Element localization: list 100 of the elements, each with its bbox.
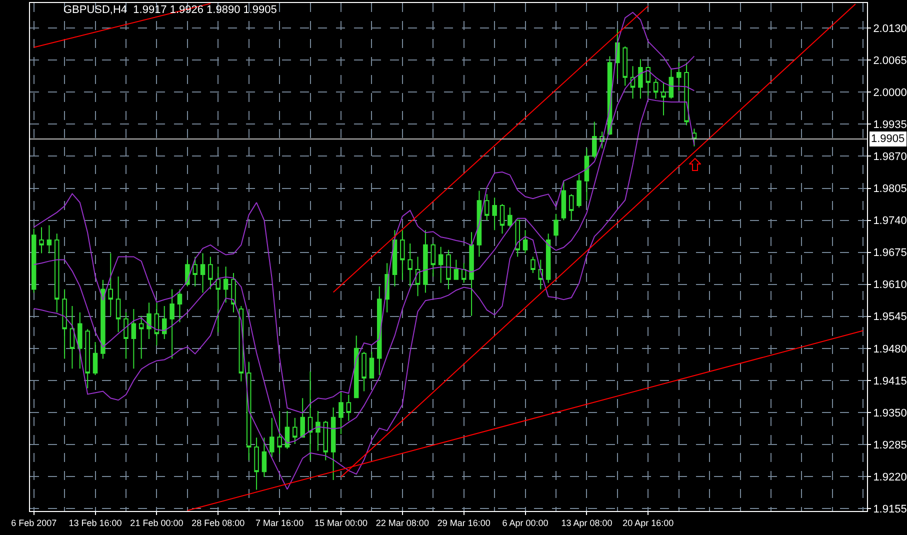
candlestick [146, 302, 152, 340]
candlestick [346, 394, 352, 422]
y-tick-label: 1.9545 [873, 311, 907, 324]
candlestick [576, 174, 582, 208]
candlestick [338, 390, 344, 435]
candlestick [131, 308, 136, 370]
candlestick [454, 259, 459, 280]
x-tick-label: 6 Apr 00:00 [502, 518, 548, 528]
candlestick [508, 206, 512, 228]
y-tick-label: 1.9870 [873, 151, 907, 164]
candlestick [476, 190, 482, 258]
candlestick [461, 262, 466, 284]
candlestick [292, 417, 298, 444]
y-tick-label: 1.9350 [873, 407, 907, 420]
candlestick [400, 230, 405, 280]
candlestick [630, 66, 636, 100]
x-tick-label: 21 Feb 00:00 [130, 518, 184, 528]
candlestick [568, 194, 574, 221]
candlestick [92, 342, 98, 376]
candlestick [162, 306, 167, 340]
x-tick-label: 22 Mar 08:00 [376, 518, 429, 528]
candlestick [423, 230, 428, 294]
y-tick-label: 1.9610 [873, 279, 907, 292]
candlestick [446, 249, 451, 290]
candlestick [515, 220, 520, 258]
x-tick-label: 28 Feb 08:00 [192, 518, 245, 528]
y-tick-label: 1.9805 [873, 183, 907, 196]
x-tick-label: 7 Mar 16:00 [256, 518, 304, 528]
candlestick [170, 288, 174, 360]
candlestick [200, 252, 206, 294]
line-series [33, 70, 695, 444]
candlestick [492, 197, 497, 231]
y-tick-label: 1.9155 [873, 503, 907, 516]
candlestick [369, 351, 374, 379]
candlestick [138, 315, 144, 360]
candlestick [530, 256, 536, 274]
y-tick-label: 2.0000 [873, 87, 907, 100]
candlestick [39, 226, 44, 254]
candlestick [231, 272, 236, 313]
candlestick [646, 66, 651, 96]
candlestick [668, 68, 674, 100]
candlestick [484, 194, 490, 221]
candlestick [584, 148, 590, 202]
candlestick [638, 58, 643, 100]
candlestick [124, 312, 128, 360]
candlestick [223, 266, 228, 304]
y-tick-label: 1.9220 [873, 471, 907, 484]
candlestick [561, 180, 566, 221]
candlestick [330, 407, 336, 480]
y-tick-label: 1.9285 [873, 439, 907, 452]
candlestick [208, 256, 213, 290]
line-series [33, 98, 695, 490]
ref-line-label: 1.9905 [871, 133, 905, 145]
candlestick [354, 335, 359, 399]
x-tick-label: 6 Feb 2007 [11, 518, 57, 528]
y-tick-label: 1.9675 [873, 247, 907, 260]
candlestick [362, 351, 366, 392]
candlestick [684, 62, 689, 126]
candlestick [522, 230, 528, 254]
x-tick-label: 13 Feb 16:00 [68, 518, 122, 528]
candlestick [546, 233, 551, 284]
candlestick [262, 437, 267, 478]
candlestick [70, 306, 75, 370]
x-tick-label: 29 Mar 16:00 [437, 518, 490, 528]
candlestick [653, 78, 658, 100]
y-tick-label: 2.0130 [873, 22, 907, 35]
candlestick [592, 121, 597, 159]
y-tick-label: 2.0065 [873, 55, 907, 68]
candlestick [284, 410, 290, 450]
candlestick [254, 437, 259, 490]
y-tick-label: 1.9415 [873, 375, 907, 388]
candlestick [415, 256, 420, 297]
candlestick [323, 420, 328, 461]
candlestick [154, 302, 160, 346]
candlestick [116, 276, 121, 333]
y-tick-label: 1.9740 [873, 215, 907, 228]
x-tick-label: 20 Apr 16:00 [622, 518, 674, 528]
candlestick [377, 286, 382, 376]
candlestick [85, 328, 90, 389]
candlestick [46, 224, 52, 254]
candlestick [554, 213, 558, 238]
candlestick [469, 232, 474, 316]
candlestick [622, 46, 628, 86]
x-tick-label: 13 Apr 08:00 [561, 518, 612, 528]
candlestick [216, 266, 221, 333]
candlestick [316, 410, 320, 452]
candlestick [270, 417, 274, 458]
candlestick [392, 230, 398, 287]
candlestick [31, 228, 36, 294]
candlestick [438, 246, 444, 284]
y-tick-label: 1.9935 [873, 119, 907, 132]
y-tick-label: 1.9480 [873, 343, 907, 356]
candlestick [192, 256, 198, 287]
candlestick [676, 62, 682, 92]
candlestick [78, 312, 82, 370]
candlestick [661, 82, 666, 116]
candlestick [300, 398, 305, 438]
x-tick-label: 15 Mar 00:00 [314, 518, 368, 528]
candlestick [408, 242, 412, 287]
candlestick [500, 204, 505, 234]
